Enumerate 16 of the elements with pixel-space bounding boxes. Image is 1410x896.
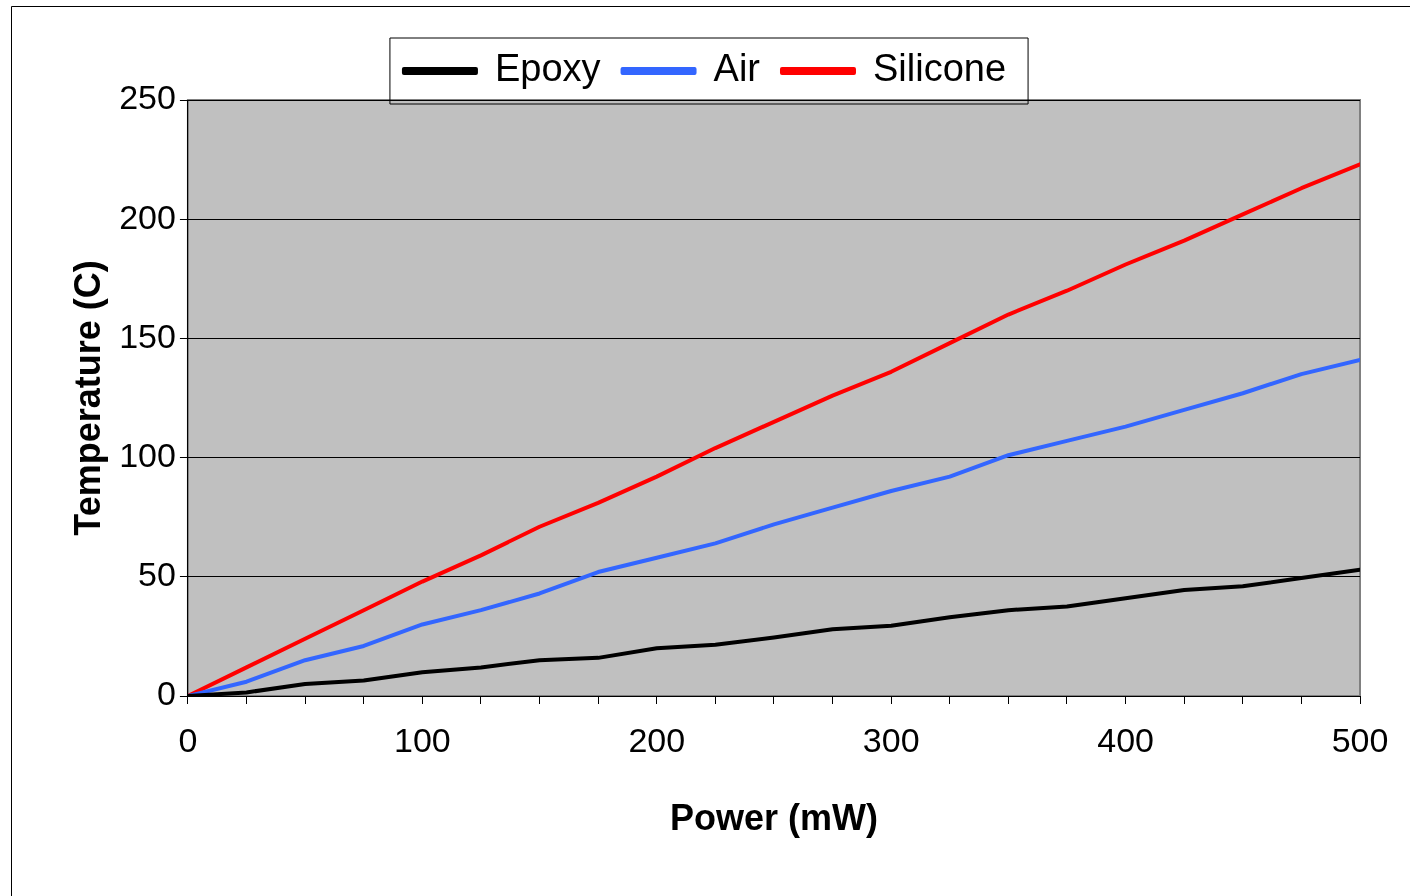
y-tick-label: 150 [119, 316, 176, 355]
y-tick-label: 200 [119, 197, 176, 236]
legend-label: Epoxy [494, 47, 601, 90]
y-tick-label: 100 [119, 435, 176, 474]
x-axis-title: Power (mW) [669, 797, 878, 839]
legend-label: Air [713, 47, 761, 90]
y-axis-title: Temperature (C) [66, 260, 108, 536]
y-tick-label: 50 [138, 555, 176, 594]
x-tick-label: 400 [1097, 720, 1154, 759]
x-tick-label: 300 [862, 720, 920, 759]
legend-label: Silicone [872, 47, 1007, 90]
x-tick-label: 200 [628, 720, 686, 759]
y-tick-label: 250 [119, 78, 176, 117]
x-tick-label: 100 [393, 720, 451, 759]
y-tick-label: 0 [157, 674, 176, 713]
x-tick-label: 500 [1331, 720, 1389, 759]
